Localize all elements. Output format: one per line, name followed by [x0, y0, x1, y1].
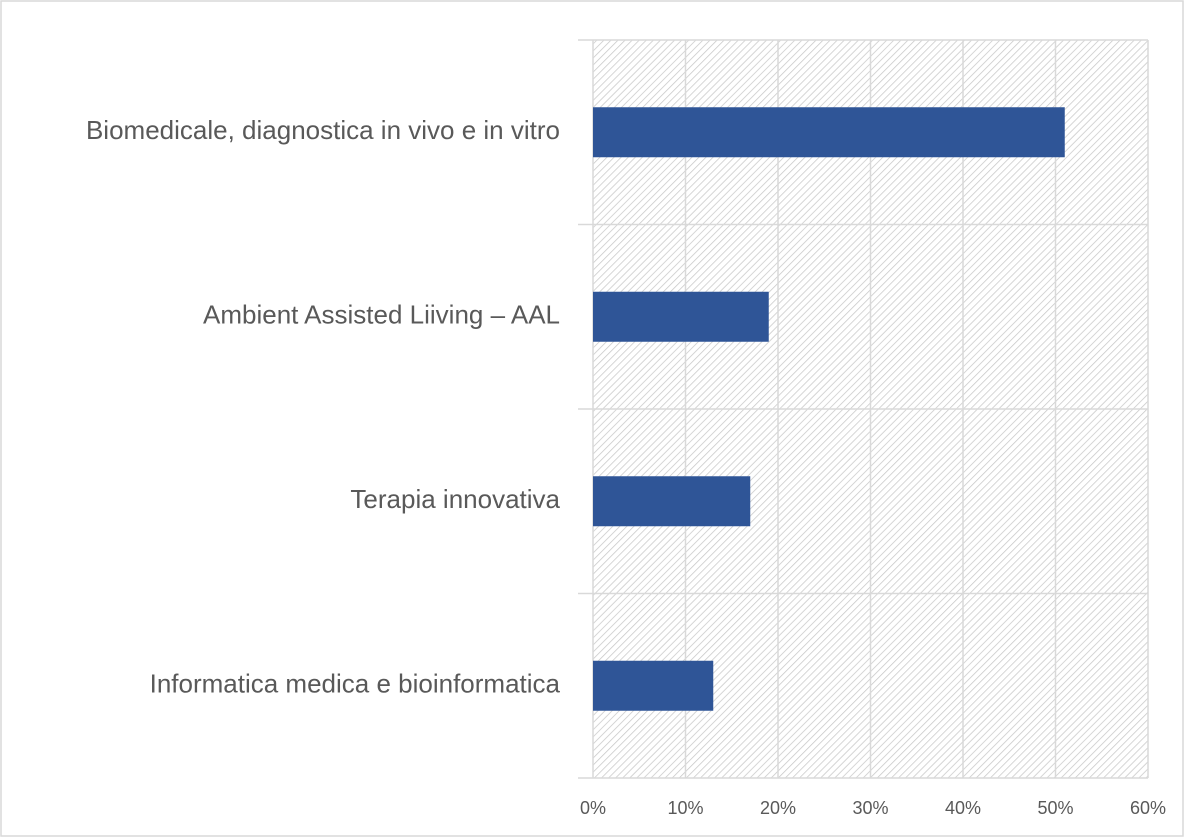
x-tick-label: 20%	[760, 798, 796, 818]
y-tick-label: Terapia innovativa	[350, 484, 560, 514]
x-tick-label: 50%	[1037, 798, 1073, 818]
y-tick-label: Biomedicale, diagnostica in vivo e in vi…	[86, 115, 560, 145]
x-tick-label: 60%	[1130, 798, 1166, 818]
y-tick-label: Informatica medica e bioinformatica	[150, 669, 561, 699]
y-tick-label: Ambient Assisted Liiving – AAL	[203, 300, 560, 330]
x-tick-label: 30%	[852, 798, 888, 818]
x-tick-label: 40%	[945, 798, 981, 818]
bar	[593, 107, 1065, 158]
x-tick-label: 0%	[580, 798, 606, 818]
x-tick-label: 10%	[667, 798, 703, 818]
bar	[593, 660, 714, 711]
bar	[593, 291, 769, 342]
bar	[593, 476, 751, 527]
